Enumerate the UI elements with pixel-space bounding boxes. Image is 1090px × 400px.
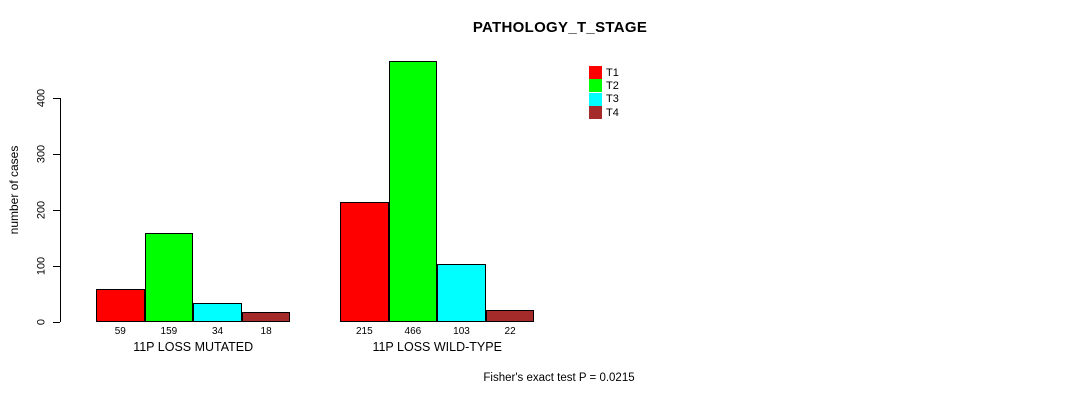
stat-annotation: Fisher's exact test P = 0.0215 bbox=[483, 372, 635, 384]
bar-t3-group1 bbox=[193, 303, 242, 322]
bar-value-label: 22 bbox=[504, 325, 516, 337]
y-axis-tick bbox=[53, 266, 60, 267]
bar-t4-group2 bbox=[485, 310, 535, 322]
y-axis-tick bbox=[53, 210, 60, 211]
bar-value-label: 18 bbox=[260, 325, 272, 337]
y-tick-label: 400 bbox=[35, 88, 48, 108]
y-tick-label: 0 bbox=[35, 318, 48, 326]
legend-label-t3: T3 bbox=[606, 93, 619, 106]
legend-label-t4: T4 bbox=[606, 106, 619, 119]
y-tick-label: 100 bbox=[35, 256, 48, 276]
chart-title: PATHOLOGY_T_STAGE bbox=[472, 19, 648, 36]
y-axis-tick bbox=[53, 98, 60, 99]
bar-t4-group1 bbox=[241, 312, 291, 322]
y-axis-tick bbox=[53, 322, 60, 323]
legend-label-t1: T1 bbox=[606, 66, 619, 79]
y-tick-label: 200 bbox=[35, 200, 48, 220]
y-tick-label: 300 bbox=[35, 144, 48, 164]
bar-value-label: 34 bbox=[211, 325, 224, 337]
legend-label-t2: T2 bbox=[606, 79, 619, 92]
y-axis-tick bbox=[53, 154, 60, 155]
y-axis-line bbox=[60, 98, 61, 322]
bar-t3-group2 bbox=[437, 264, 486, 322]
bar-value-label: 215 bbox=[355, 325, 373, 337]
legend-swatch-t2 bbox=[589, 79, 602, 93]
bar-t1-group1 bbox=[96, 289, 145, 322]
legend-swatch-t1 bbox=[589, 66, 602, 79]
legend-swatch-t3 bbox=[589, 92, 602, 106]
bar-value-label: 59 bbox=[114, 325, 126, 337]
bar-value-label: 466 bbox=[404, 325, 422, 337]
group-label: 11P LOSS WILD-TYPE bbox=[372, 340, 502, 354]
bar-t2-group2 bbox=[388, 61, 438, 322]
bar-value-label: 103 bbox=[453, 325, 470, 337]
bar-value-label: 159 bbox=[160, 325, 178, 337]
legend-swatch-t4 bbox=[589, 106, 602, 120]
group-label: 11P LOSS MUTATED bbox=[133, 340, 254, 354]
bar-t2-group1 bbox=[144, 233, 194, 322]
bar-t1-group2 bbox=[340, 202, 389, 322]
